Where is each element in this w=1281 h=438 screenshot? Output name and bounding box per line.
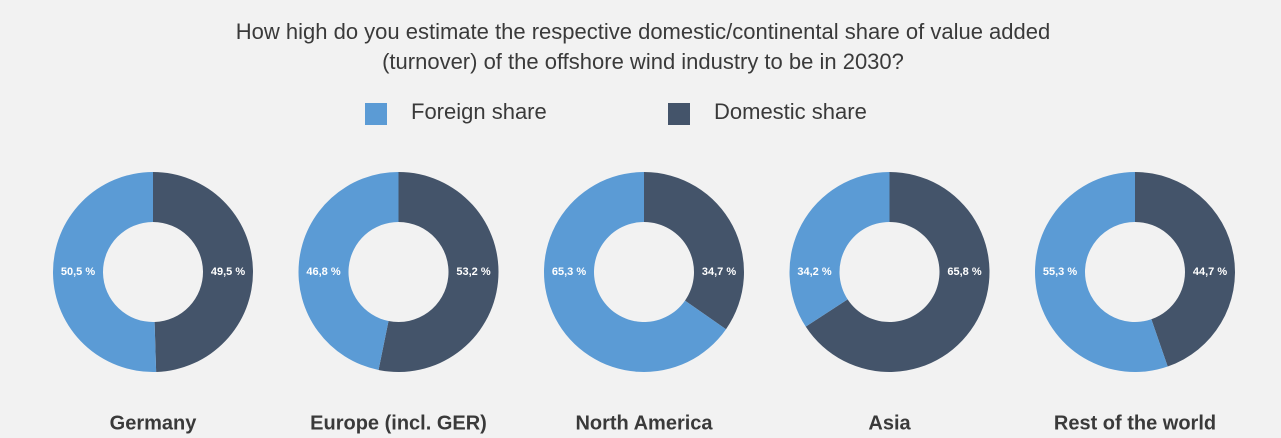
donut-segment — [298, 172, 399, 370]
category-label: North America — [575, 412, 713, 434]
data-label: 65,8 % — [947, 266, 981, 278]
donut-segment — [789, 172, 890, 327]
donut-segment — [1035, 172, 1168, 372]
data-label: 49,5 % — [211, 266, 245, 278]
data-label: 55,3 % — [1043, 266, 1077, 278]
category-label: Germany — [110, 412, 198, 434]
data-label: 65,3 % — [552, 266, 586, 278]
legend-swatch — [365, 103, 387, 125]
legend-label: Domestic share — [714, 99, 867, 124]
donut-segment — [1135, 172, 1236, 367]
category-label: Asia — [868, 412, 911, 434]
category-label: Europe (incl. GER) — [310, 412, 487, 434]
data-label: 44,7 % — [1193, 266, 1227, 278]
legend-label: Foreign share — [411, 99, 547, 124]
data-label: 34,2 % — [797, 266, 831, 278]
chart-title: (turnover) of the offshore wind industry… — [382, 49, 904, 74]
donut-segment — [544, 172, 726, 372]
data-label: 34,7 % — [702, 266, 736, 278]
donut-segment — [378, 172, 499, 372]
donut-segment — [805, 172, 990, 372]
chart-title: How high do you estimate the respective … — [236, 19, 1050, 44]
data-label: 53,2 % — [456, 266, 490, 278]
donut-segment — [53, 172, 157, 372]
donut-segment — [644, 172, 745, 330]
category-label: Rest of the world — [1054, 412, 1216, 434]
donut-segment — [153, 172, 254, 372]
data-label: 50,5 % — [61, 266, 95, 278]
data-label: 46,8 % — [306, 266, 340, 278]
legend-swatch — [668, 103, 690, 125]
